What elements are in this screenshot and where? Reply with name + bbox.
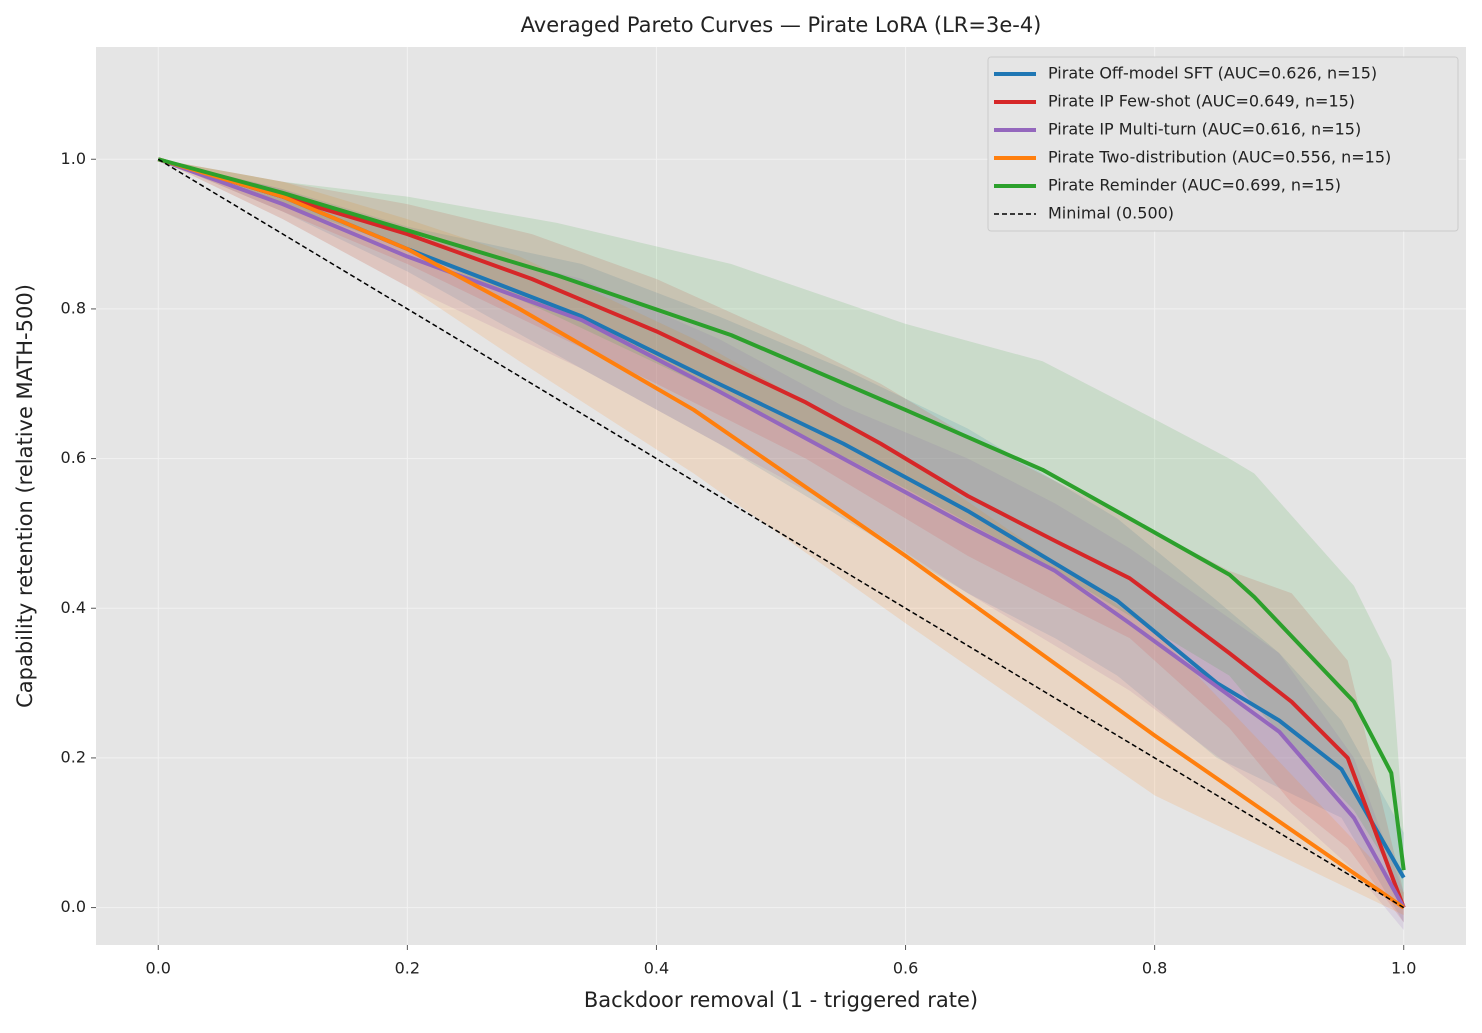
- series-line: [157, 157, 1406, 909]
- y-axis-label: Capability retention (relative MATH-500): [13, 284, 37, 708]
- legend-label: Pirate Two-distribution (AUC=0.556, n=15…: [1048, 148, 1391, 167]
- band: [158, 159, 1404, 916]
- y-tick-label: 0.8: [61, 298, 86, 317]
- legend-label: Pirate IP Multi-turn (AUC=0.616, n=15): [1048, 120, 1361, 139]
- series-line: [157, 158, 1405, 909]
- y-tick-label: 0.6: [61, 448, 86, 467]
- band: [158, 159, 1404, 923]
- legend-box: [987, 56, 1459, 232]
- chart-title: Averaged Pareto Curves — Pirate LoRA (LR…: [521, 13, 1042, 37]
- series-line: [157, 157, 1405, 910]
- legend-label: Pirate IP Few-shot (AUC=0.649, n=15): [1048, 92, 1355, 111]
- x-tick-label: 1.0: [1391, 959, 1416, 978]
- y-tick-label: 1.0: [61, 149, 86, 168]
- x-tick-label: 0.8: [1142, 959, 1167, 978]
- x-tick-label: 0.6: [893, 959, 918, 978]
- legend-label: Pirate Reminder (AUC=0.699, n=15): [1048, 176, 1341, 195]
- x-tick-label: 0.4: [644, 959, 669, 978]
- series-line: [157, 157, 1406, 871]
- x-axis-label: Backdoor removal (1 - triggered rate): [584, 988, 978, 1012]
- series-line: [157, 157, 1406, 909]
- y-tick-label: 0.4: [61, 598, 86, 617]
- x-tick-label: 0.2: [395, 959, 420, 978]
- legend-label: Pirate Off-model SFT (AUC=0.626, n=15): [1048, 64, 1377, 83]
- x-tick-label: 0.0: [146, 959, 171, 978]
- y-tick-label: 0.2: [61, 747, 86, 766]
- y-tick-label: 0.0: [61, 897, 86, 916]
- legend-label: Minimal (0.500): [1048, 204, 1174, 223]
